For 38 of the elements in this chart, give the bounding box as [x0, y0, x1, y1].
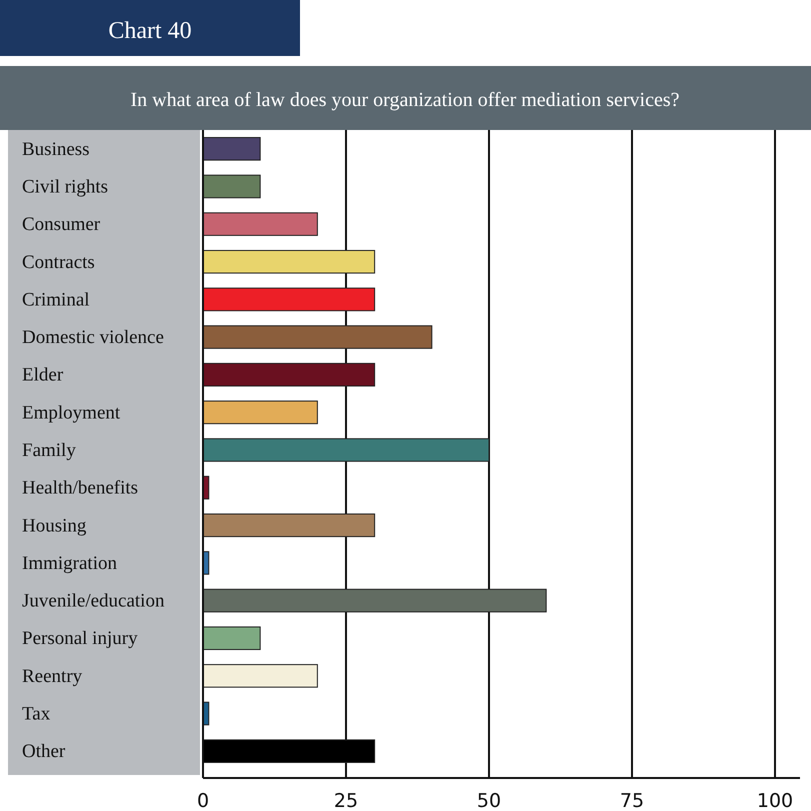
bar [202, 325, 432, 349]
y-tick-label: Consumer [22, 214, 101, 236]
y-tick-label: Domestic violence [22, 327, 164, 348]
y-tick-label: Other [22, 741, 66, 762]
bar [202, 664, 318, 688]
bar [202, 174, 261, 198]
bar [202, 250, 376, 274]
chart-title: Chart 40 [108, 18, 192, 44]
y-tick-label: Elder [22, 364, 64, 386]
y-tick-label: Housing [22, 515, 87, 536]
x-tick-label: 75 [620, 790, 644, 811]
x-tick-label: 100 [756, 790, 794, 811]
y-tick-label: Contracts [22, 252, 95, 273]
y-tick-label: Family [22, 440, 76, 461]
bar [202, 400, 318, 424]
x-tick-label: 0 [196, 790, 210, 811]
y-tick-label: Tax [22, 704, 51, 725]
bar [202, 212, 318, 236]
bar [202, 362, 376, 386]
y-tick-label: Employment [22, 402, 121, 424]
x-tick-label: 25 [334, 790, 358, 811]
y-tick-label: Juvenile/education [22, 590, 165, 612]
bar [202, 514, 376, 538]
y-tick-label: Civil rights [22, 176, 108, 198]
y-tick-label: Criminal [22, 289, 90, 310]
y-tick-label: Reentry [22, 666, 83, 687]
bar [202, 626, 261, 650]
bar [202, 739, 376, 763]
bar [202, 137, 261, 161]
y-tick-label: Personal injury [22, 628, 138, 650]
y-tick-label: Business [22, 138, 90, 160]
bar [202, 288, 376, 312]
bar [202, 588, 547, 612]
y-tick-label: Health/benefits [22, 478, 138, 499]
y-tick-label: Immigration [22, 552, 118, 574]
x-tick-label: 50 [476, 790, 502, 811]
chart-subtitle: In what area of law does your organization offer mediation services? [130, 89, 680, 111]
bar [202, 438, 490, 462]
